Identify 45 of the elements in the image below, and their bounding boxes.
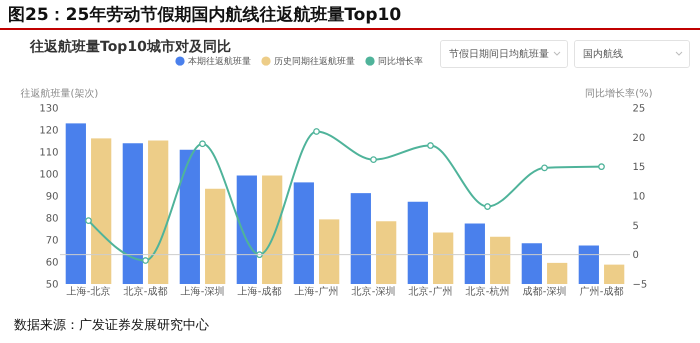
x-tick-label: 北京-成都: [124, 286, 168, 298]
x-tick-label: 北京-深圳: [352, 286, 396, 298]
x-tick-label: 广州-成都: [580, 286, 624, 298]
x-tick-label: 成都-深圳: [522, 286, 566, 298]
chart-subtitle: 往返航班量Top10城市对及同比: [29, 38, 231, 55]
y-tick-label: 120: [39, 126, 58, 136]
point: [199, 140, 206, 148]
x-tick-label: 上海-广州: [294, 286, 338, 298]
y2-tick-label: 25: [632, 104, 646, 114]
x-tick-label: 上海-北京: [66, 286, 110, 298]
y2-tick-label: 15: [632, 162, 646, 174]
y-tick-label: 100: [39, 170, 58, 180]
y2-tick-label: −5: [632, 280, 648, 290]
dropdown: 节假日期间日均航班量: [440, 40, 568, 68]
point: [427, 142, 434, 149]
y-tick-label: 60: [46, 258, 58, 268]
point: [370, 156, 377, 164]
y2-tick-label: 0: [632, 250, 639, 262]
y-tick-label: 80: [46, 214, 58, 224]
y-tick-label: 70: [46, 236, 58, 246]
legend-label: 历史同期往返航班量: [274, 56, 355, 68]
y-tick-label: 110: [39, 148, 58, 158]
y-tick-label: 90: [46, 192, 58, 202]
y-tick-label: 50: [46, 280, 58, 290]
point: [313, 128, 320, 135]
source-note: 数据来源：广发证券发展研究中心: [14, 317, 209, 334]
x-tick-label: 上海-深圳: [180, 286, 224, 298]
legend-label: 本期往返航班量: [188, 56, 251, 68]
y2-tick-label: 10: [632, 192, 646, 202]
y2-tick-label: 20: [632, 132, 646, 144]
point: [484, 203, 491, 210]
point: [598, 163, 605, 170]
point: [85, 217, 92, 224]
x-tick-label: 上海-成都: [238, 286, 282, 298]
legend-label: 同比增长率: [378, 56, 423, 68]
x-tick-label: 北京-广州: [408, 286, 452, 298]
point: [541, 164, 548, 172]
y2-tick-label: 5: [632, 220, 639, 232]
y-tick-label: 130: [39, 104, 58, 114]
x-tick-label: 北京-杭州: [466, 286, 510, 298]
y-axis-title: 往返航班量(架次): [20, 88, 98, 100]
point: [142, 257, 149, 264]
dropdown: 国内航线: [574, 40, 690, 68]
y2-axis-title: 同比增长率(%): [585, 88, 653, 100]
chart-title: 图25：25年劳动节假期国内航线往返航班量Top10: [8, 4, 402, 26]
